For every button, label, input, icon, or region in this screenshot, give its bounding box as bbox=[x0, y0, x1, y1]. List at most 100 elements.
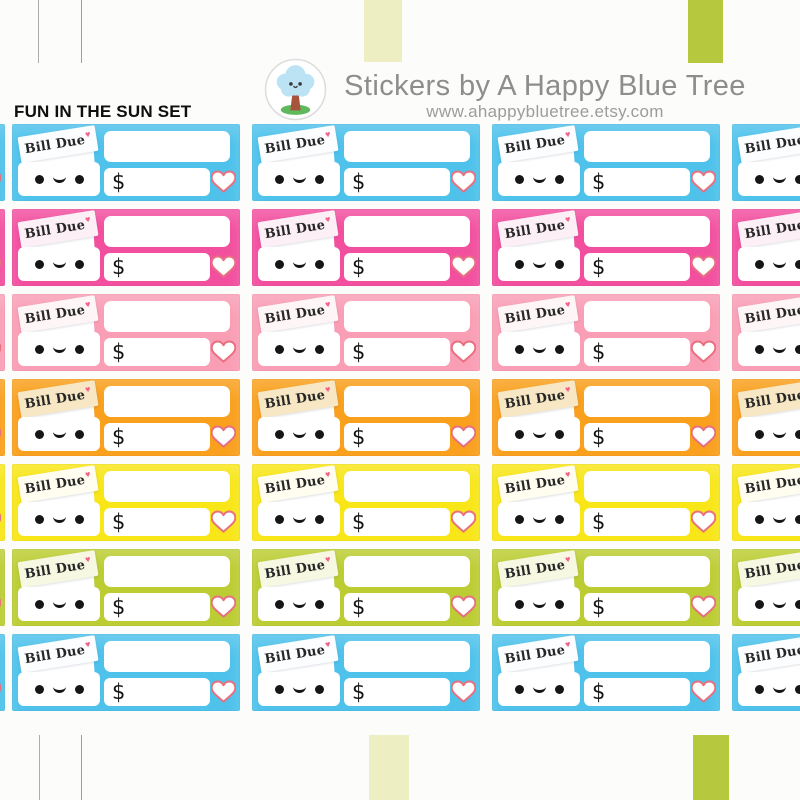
envelope-eye-left bbox=[274, 259, 284, 269]
dollar-sign: $ bbox=[112, 510, 126, 534]
bill-envelope-icon: Bill Due ♥ bbox=[17, 465, 100, 536]
bill-name-field bbox=[584, 301, 710, 332]
bill-envelope-icon: Bill Due ♥ bbox=[737, 550, 800, 621]
envelope-eye-left bbox=[34, 684, 44, 694]
tiny-heart-icon: ♥ bbox=[564, 553, 572, 565]
envelope-eye-left bbox=[514, 684, 524, 694]
bill-amount-field: $ bbox=[584, 423, 690, 451]
envelope-body bbox=[738, 417, 800, 451]
envelope-body bbox=[18, 247, 100, 281]
bill-due-label: Bill Due bbox=[503, 217, 567, 242]
bill-envelope-icon: Bill Due ♥ bbox=[497, 380, 580, 451]
envelope-eye-right bbox=[314, 514, 324, 524]
envelope-body bbox=[738, 502, 800, 536]
bill-amount-field: $ bbox=[344, 168, 450, 196]
dollar-sign: $ bbox=[352, 510, 366, 534]
bill-envelope-icon: Bill Due ♥ bbox=[257, 635, 340, 706]
bill-amount-field: $ bbox=[584, 593, 690, 621]
envelope-mouth bbox=[52, 258, 66, 268]
envelope-eye-left bbox=[34, 174, 44, 184]
bill-due-label: Bill Due bbox=[263, 387, 327, 412]
envelope-eye-left bbox=[514, 429, 524, 439]
envelope-body bbox=[18, 162, 100, 196]
bill-name-field bbox=[344, 301, 470, 332]
envelope-mouth bbox=[772, 258, 786, 268]
envelope-body bbox=[738, 247, 800, 281]
bill-amount-field: $ bbox=[104, 253, 210, 281]
envelope-mouth bbox=[772, 598, 786, 608]
bill-envelope-icon: Bill Due ♥ bbox=[737, 380, 800, 451]
bill-amount-field: $ bbox=[584, 168, 690, 196]
bill-due-sticker: Bill Due ♥ $ bbox=[252, 294, 480, 371]
envelope-eye-right bbox=[554, 514, 564, 524]
tiny-heart-icon: ♥ bbox=[324, 553, 332, 565]
heart-icon bbox=[451, 425, 476, 448]
envelope-mouth bbox=[292, 258, 306, 268]
envelope-mouth bbox=[52, 428, 66, 438]
bill-due-label: Bill Due bbox=[263, 642, 327, 667]
bill-envelope-icon: Bill Due ♥ bbox=[17, 380, 100, 451]
bill-due-sticker: Bill Due ♥ $ bbox=[732, 464, 800, 541]
envelope-mouth bbox=[532, 173, 546, 183]
tiny-heart-icon: ♥ bbox=[324, 298, 332, 310]
bill-envelope-icon: Bill Due ♥ bbox=[497, 295, 580, 366]
tiny-heart-icon: ♥ bbox=[84, 468, 92, 480]
bill-due-label: Bill Due bbox=[503, 557, 567, 582]
tiny-heart-icon: ♥ bbox=[564, 638, 572, 650]
bill-envelope-icon: Bill Due ♥ bbox=[497, 465, 580, 536]
bill-due-sticker: Bill Due ♥ $ bbox=[732, 379, 800, 456]
washi-tape-yellow-top bbox=[364, 0, 402, 62]
heart-icon bbox=[691, 170, 716, 193]
bill-due-sticker: Bill Due ♥ $ bbox=[0, 124, 5, 201]
bill-due-label: Bill Due bbox=[743, 642, 800, 667]
heart-icon bbox=[0, 513, 1, 523]
dollar-sign: $ bbox=[112, 255, 126, 279]
tiny-heart-icon: ♥ bbox=[324, 638, 332, 650]
envelope-body bbox=[18, 332, 100, 366]
bill-due-sticker: Bill Due ♥ $ bbox=[0, 294, 5, 371]
bill-name-field bbox=[584, 216, 710, 247]
bill-envelope-icon: Bill Due ♥ bbox=[737, 465, 800, 536]
heart-icon bbox=[211, 425, 236, 448]
bill-envelope-icon: Bill Due ♥ bbox=[497, 125, 580, 196]
bill-due-sticker: Bill Due ♥ $ bbox=[492, 209, 720, 286]
bill-name-field bbox=[104, 131, 230, 162]
dollar-sign: $ bbox=[112, 425, 126, 449]
bill-envelope-icon: Bill Due ♥ bbox=[257, 380, 340, 451]
bill-due-sticker: Bill Due ♥ $ bbox=[252, 464, 480, 541]
heart-icon bbox=[211, 510, 236, 533]
envelope-eye-right bbox=[794, 599, 800, 609]
envelope-eye-right bbox=[554, 344, 564, 354]
bill-due-sticker: Bill Due ♥ $ bbox=[252, 549, 480, 626]
envelope-mouth bbox=[772, 513, 786, 523]
heart-icon bbox=[0, 173, 1, 183]
bill-name-field bbox=[584, 556, 710, 587]
envelope-eye-left bbox=[514, 344, 524, 354]
bill-due-sticker: Bill Due ♥ $ bbox=[492, 464, 720, 541]
envelope-body bbox=[258, 247, 340, 281]
dollar-sign: $ bbox=[112, 595, 126, 619]
envelope-eye-right bbox=[554, 259, 564, 269]
dollar-sign: $ bbox=[112, 680, 126, 704]
bill-due-sticker: Bill Due ♥ $ bbox=[492, 379, 720, 456]
bill-amount-field: $ bbox=[104, 338, 210, 366]
heart-icon bbox=[691, 340, 716, 363]
bill-envelope-icon: Bill Due ♥ bbox=[17, 295, 100, 366]
bill-amount-field: $ bbox=[104, 168, 210, 196]
bill-due-sticker: Bill Due ♥ $ bbox=[0, 379, 5, 456]
envelope-eye-left bbox=[274, 514, 284, 524]
envelope-body bbox=[738, 672, 800, 706]
envelope-body bbox=[738, 332, 800, 366]
heart-icon bbox=[691, 680, 716, 703]
envelope-eye-left bbox=[34, 429, 44, 439]
bill-due-sticker: Bill Due ♥ $ bbox=[12, 464, 240, 541]
bill-amount-field: $ bbox=[344, 593, 450, 621]
bill-name-field bbox=[344, 641, 470, 672]
bill-amount-field: $ bbox=[344, 338, 450, 366]
bill-envelope-icon: Bill Due ♥ bbox=[17, 125, 100, 196]
dollar-sign: $ bbox=[592, 340, 606, 364]
envelope-eye-right bbox=[74, 259, 84, 269]
envelope-body bbox=[498, 502, 580, 536]
bill-amount-field: $ bbox=[104, 593, 210, 621]
sticker-column-4: Bill Due ♥ $ Bill Due ♥ bbox=[732, 0, 800, 800]
